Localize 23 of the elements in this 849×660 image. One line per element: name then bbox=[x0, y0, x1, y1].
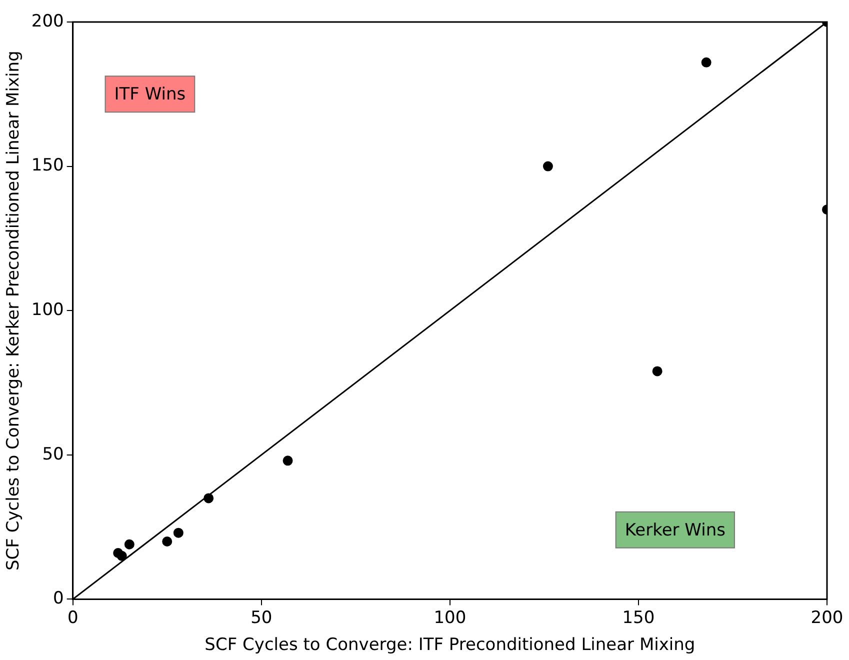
x-tick-label: 0 bbox=[67, 608, 78, 628]
y-tick-label: 100 bbox=[31, 300, 64, 320]
x-tick-label: 150 bbox=[622, 608, 655, 628]
y-tick-label: 200 bbox=[31, 11, 64, 32]
x-tick-label: 200 bbox=[810, 608, 844, 628]
point bbox=[124, 539, 134, 550]
x-tick-label: 50 bbox=[250, 608, 272, 628]
y-tick-label: 150 bbox=[31, 156, 64, 176]
point bbox=[652, 366, 662, 376]
y-axis-title: SCF Cycles to Converge: Kerker Preconditioned Linear Mixing bbox=[4, 50, 24, 570]
annotation: Kerker Wins bbox=[624, 520, 726, 540]
y-tick-label: 0 bbox=[53, 588, 64, 609]
point bbox=[282, 456, 293, 466]
point bbox=[173, 528, 184, 538]
y-tick-label: 50 bbox=[42, 444, 64, 464]
x-tick-label: 100 bbox=[434, 608, 466, 628]
point bbox=[701, 57, 712, 68]
point bbox=[542, 161, 553, 172]
point bbox=[204, 493, 214, 504]
x-axis-title: SCF Cycles to Converge: ITF Preconditioned Linear Mixing bbox=[204, 635, 696, 656]
point bbox=[116, 550, 127, 561]
point bbox=[162, 536, 172, 546]
annotation: ITF Wins bbox=[114, 84, 186, 105]
